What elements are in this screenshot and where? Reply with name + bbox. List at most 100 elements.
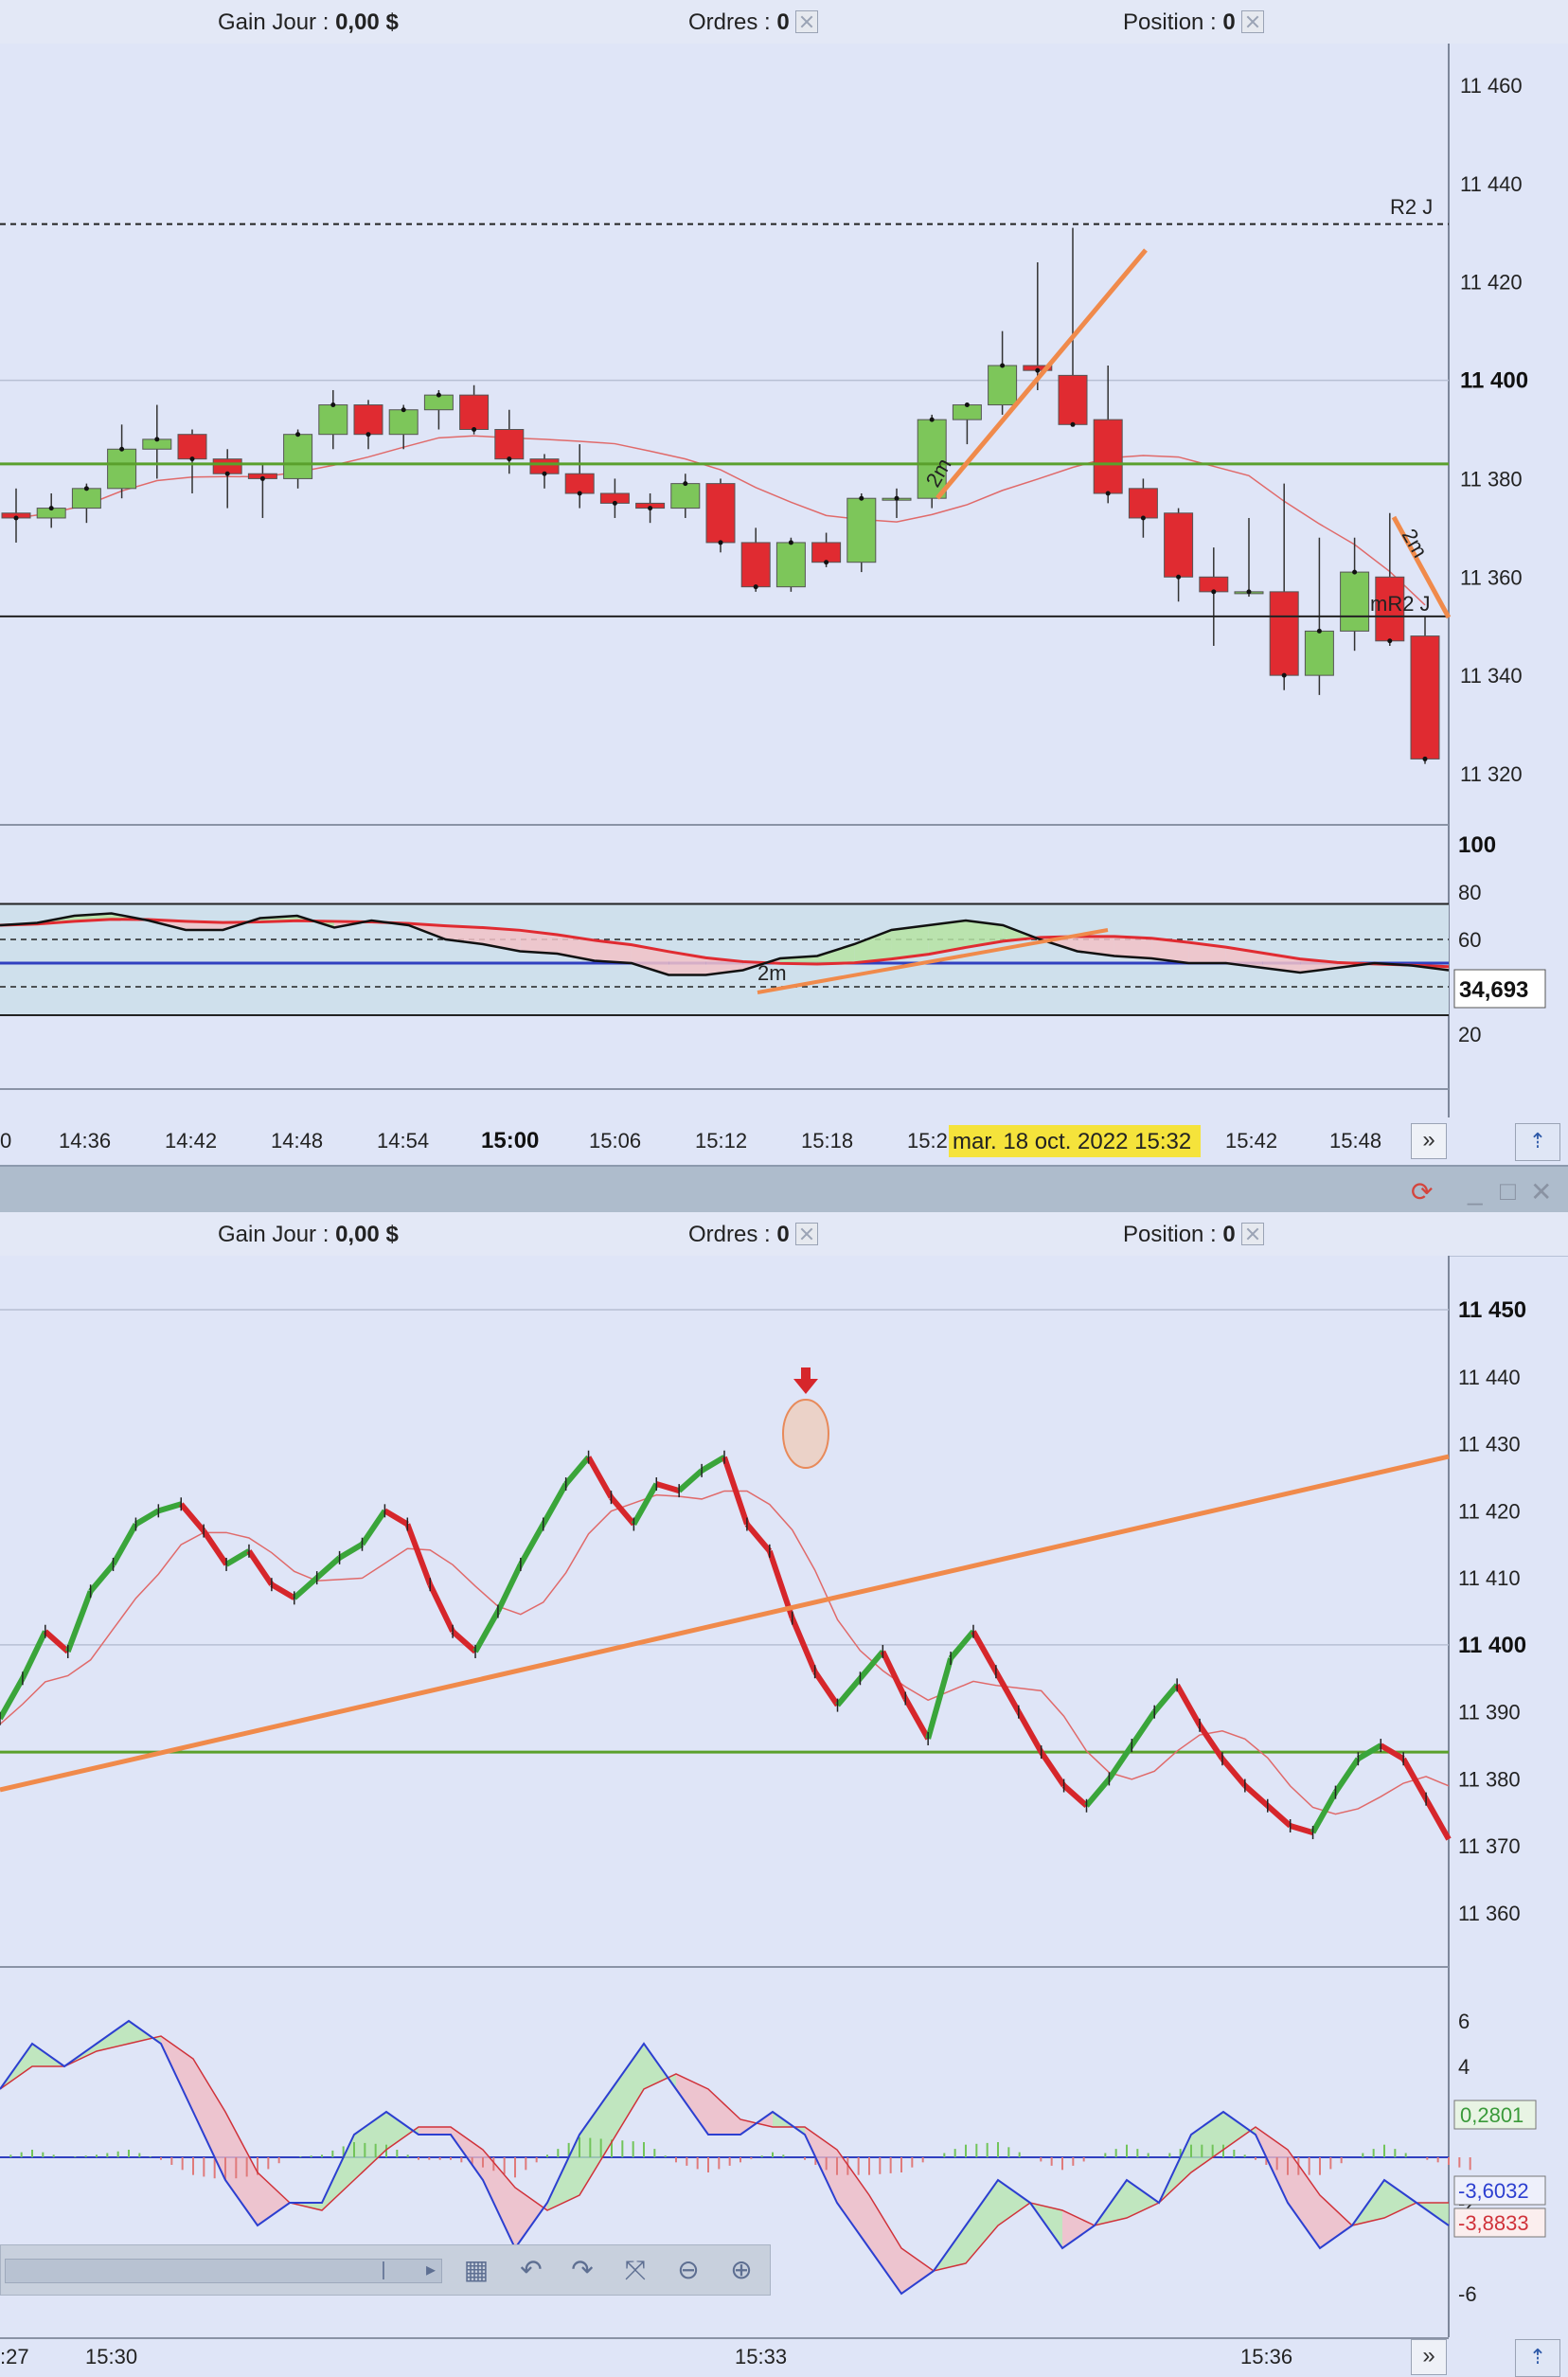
osc-fill: [901, 2248, 934, 2294]
osc-current-value: 34,693: [1459, 977, 1528, 1003]
undo-icon[interactable]: ↶: [520, 2255, 543, 2284]
price-segment: [993, 1670, 1022, 1714]
candle: [988, 365, 1018, 406]
price-segment: [88, 1563, 116, 1594]
trend-line-up[interactable]: [935, 248, 1148, 500]
osc-trend-line[interactable]: [757, 928, 1109, 994]
price-segment: [1332, 1757, 1361, 1795]
osc-signal-line: [0, 2035, 1449, 2272]
minimize-icon[interactable]: _: [1468, 1176, 1483, 1206]
candle: [1164, 512, 1194, 578]
osc-fill: [966, 920, 1004, 948]
price-segment: [224, 1548, 251, 1567]
osc-fill: [97, 2021, 129, 2051]
osc-line2-value: -3,8833: [1458, 2211, 1529, 2235]
price-segment: [0, 1676, 26, 1721]
candle: [1375, 576, 1405, 642]
osc-fill: [676, 2074, 708, 2135]
price-tick: 11 340: [1460, 664, 1523, 688]
osc-fill: [594, 939, 632, 963]
price-segment: [178, 1502, 206, 1533]
candle: [494, 429, 525, 460]
price-segment: [1197, 1724, 1225, 1760]
osc-fill: [258, 2172, 290, 2225]
redo-icon[interactable]: ↷: [571, 2255, 594, 2284]
price-segment: [1356, 1743, 1382, 1761]
candle: [705, 483, 736, 544]
candle: [564, 473, 595, 494]
price-segment: [563, 1455, 591, 1486]
scroll-right-small-icon[interactable]: ▸: [425, 2260, 437, 2280]
price-segment: [744, 1522, 773, 1553]
trend-line-support[interactable]: [0, 1454, 1450, 1793]
candle-close-dot: [542, 471, 547, 476]
candle-close-dot: [894, 495, 900, 501]
osc-fill: [966, 2180, 998, 2263]
scroll-slider[interactable]: [5, 2259, 442, 2283]
price-tick: 11 440: [1458, 1366, 1521, 1389]
calendar-icon[interactable]: ▦: [463, 2255, 490, 2284]
price-segment: [270, 1582, 296, 1600]
candle-close-dot: [1422, 756, 1428, 761]
orders-close-icon[interactable]: [794, 9, 818, 33]
candle-close-dot: [365, 432, 371, 438]
bottom-price-chart[interactable]: 11 450 11 440 11 430 11 420 11 410 11 400 11 3…: [0, 1256, 1568, 1968]
r2-label: R2 J: [1390, 195, 1433, 219]
top-price-chart[interactable]: 11 460 11 440 11 420 11 400 11 380 11 360 11 3…: [0, 44, 1568, 826]
position-count: Position : 0: [1123, 9, 1264, 36]
candle: [917, 419, 947, 499]
osc-fill: [1114, 936, 1152, 958]
trend-line-down[interactable]: [1391, 515, 1452, 619]
refresh-icon[interactable]: ⟳: [1411, 1177, 1434, 1206]
osc-fill: [515, 2188, 547, 2248]
orders-close-icon[interactable]: [794, 1222, 818, 1245]
candle-close-dot: [1140, 515, 1146, 521]
maximize-icon[interactable]: □: [1500, 1176, 1516, 1206]
price-segment: [585, 1456, 615, 1499]
top-oscillator[interactable]: 100 80 60 20 2m 34,693: [0, 826, 1568, 1117]
position-close-icon[interactable]: [1240, 9, 1264, 33]
zoom-axis-icon[interactable]: ⇡: [1515, 2339, 1560, 2377]
scroll-right-icon[interactable]: »: [1411, 1123, 1447, 1159]
zoom-in-icon[interactable]: ⊕: [730, 2255, 753, 2284]
price-tick: 11 400: [1460, 368, 1528, 394]
zoom-out-icon[interactable]: ⊖: [677, 2255, 700, 2284]
osc-tick: 100: [1458, 832, 1496, 858]
osc-fill: [1062, 2210, 1095, 2248]
price-segment: [110, 1523, 139, 1566]
candle-close-dot: [718, 540, 723, 545]
price-segment: [383, 1508, 409, 1528]
price-tick: 11 320: [1460, 762, 1523, 786]
position-close-icon[interactable]: [1240, 1222, 1264, 1245]
price-segment: [948, 1629, 976, 1660]
price-segment: [812, 1670, 841, 1707]
candle: [1410, 635, 1440, 760]
candle: [775, 542, 806, 588]
osc-fill: [520, 930, 558, 954]
candle: [353, 404, 383, 436]
osc-tick: 6: [1458, 2010, 1470, 2033]
price-segment: [292, 1575, 319, 1600]
osc-tick: 4: [1458, 2055, 1470, 2079]
price-tick: 11 430: [1458, 1433, 1521, 1457]
close-icon[interactable]: ✕: [1530, 1177, 1553, 1206]
candle: [283, 434, 313, 479]
price-segment: [631, 1482, 659, 1526]
slider-handle-icon[interactable]: |: [381, 2260, 386, 2280]
price-tick: 11 450: [1458, 1297, 1526, 1323]
price-tick: 11 460: [1460, 74, 1523, 98]
candle: [107, 448, 137, 490]
zoom-axis-icon[interactable]: ⇡: [1515, 1123, 1560, 1161]
osc-fill: [451, 2127, 483, 2180]
osc-main-line: [0, 2019, 1450, 2296]
price-segment: [925, 1657, 953, 1740]
osc-fill: [386, 2112, 419, 2150]
osc-fill: [579, 2089, 612, 2195]
price-segment: [1061, 1783, 1089, 1808]
top-info-bar: Gain Jour : 0,00 $ Ordres : 0 Position :…: [0, 0, 1568, 45]
candle-close-dot: [1352, 569, 1358, 575]
candle-close-dot: [824, 560, 829, 565]
zoom-fit-icon[interactable]: ⤧: [624, 2255, 647, 2284]
scroll-right-icon[interactable]: »: [1411, 2339, 1447, 2375]
bottom-window-titlebar[interactable]: ⟳ _ □ ✕: [0, 1165, 1568, 1214]
